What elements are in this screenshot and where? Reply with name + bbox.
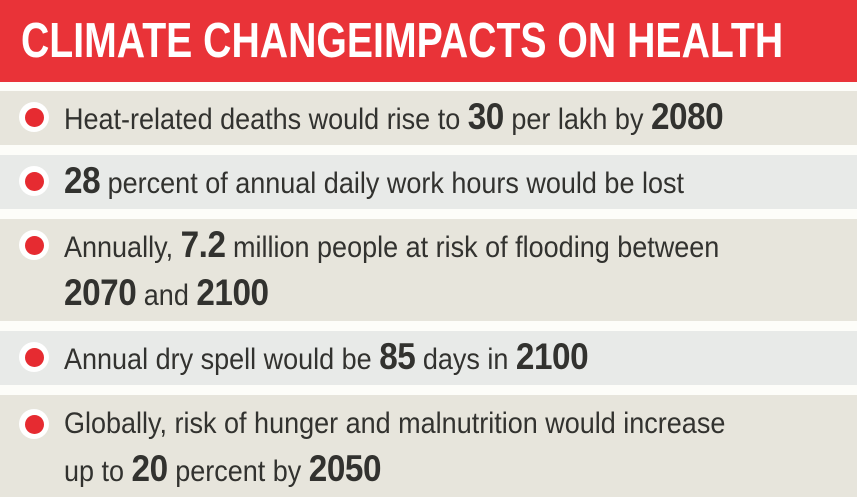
impact-phrase: up to <box>64 455 132 488</box>
impact-figure: 7.2 <box>180 224 226 265</box>
impact-phrase: Annual dry spell would be <box>64 343 380 376</box>
impact-text-line: 2070 and 2100 <box>64 270 769 318</box>
impact-phrase: percent by <box>167 455 309 488</box>
impact-phrase: Annually, <box>64 231 181 264</box>
bullet-ring-icon <box>19 409 49 439</box>
impact-text: Annual dry spell would be 85 days in 210… <box>64 334 847 382</box>
impact-figure: 2080 <box>650 96 724 137</box>
bullet-dot-icon <box>24 235 44 255</box>
bullet-ring-icon <box>19 166 49 196</box>
impact-phrase: percent of annual daily work hours would… <box>100 167 684 200</box>
impact-list: Heat-related deaths would rise to 30 per… <box>0 91 857 497</box>
bullet-dot-icon <box>24 414 44 434</box>
impact-figure: 2050 <box>308 448 382 489</box>
impact-text-line: Annual dry spell would be 85 days in 210… <box>64 334 769 382</box>
impact-text: Heat-related deaths would rise to 30 per… <box>64 94 847 142</box>
impact-text-line: up to 20 percent by 2050 <box>64 446 769 494</box>
impact-phrase: million people at risk of flooding betwe… <box>225 231 720 264</box>
impact-text: 28 percent of annual daily work hours wo… <box>64 158 847 206</box>
header-banner: CLIMATE CHANGEIMPACTS ON HEALTH <box>0 0 857 82</box>
bullet-dot-icon <box>24 107 44 127</box>
impact-text-line: Globally, risk of hunger and malnutritio… <box>64 401 769 446</box>
impact-figure: 28 <box>64 160 101 201</box>
impact-text-line: Annually, 7.2 million people at risk of … <box>64 222 769 270</box>
impact-phrase: Heat-related deaths would rise to <box>64 103 468 136</box>
bullet-ring-icon <box>19 102 49 132</box>
impact-figure: 85 <box>379 336 416 377</box>
bullet-dot-icon <box>24 347 44 367</box>
page-title: CLIMATE CHANGEIMPACTS ON HEALTH <box>21 14 784 68</box>
bullet-ring-icon <box>19 230 49 260</box>
bullet-ring-icon <box>19 342 49 372</box>
impact-figure: 2070 <box>64 272 137 313</box>
impact-figure: 2100 <box>515 336 589 377</box>
impact-item: 28 percent of annual daily work hours wo… <box>0 155 857 209</box>
bullet-dot-icon <box>24 171 44 191</box>
impact-phrase: per lakh by <box>503 103 651 136</box>
impact-phrase: and <box>136 279 197 312</box>
impact-phrase: Globally, risk of hunger and malnutritio… <box>64 407 726 440</box>
impact-text: Globally, risk of hunger and malnutritio… <box>64 401 847 494</box>
impact-item: Heat-related deaths would rise to 30 per… <box>0 91 857 145</box>
impact-figure: 20 <box>131 448 169 489</box>
impact-figure: 2100 <box>196 272 269 313</box>
impact-figure: 30 <box>467 96 505 137</box>
impact-text-line: Heat-related deaths would rise to 30 per… <box>64 94 769 142</box>
impact-phrase: days in <box>415 343 516 376</box>
impact-text: Annually, 7.2 million people at risk of … <box>64 222 847 318</box>
impact-text-line: 28 percent of annual daily work hours wo… <box>64 158 769 206</box>
impact-item: Annually, 7.2 million people at risk of … <box>0 219 857 321</box>
impact-item: Annual dry spell would be 85 days in 210… <box>0 331 857 385</box>
